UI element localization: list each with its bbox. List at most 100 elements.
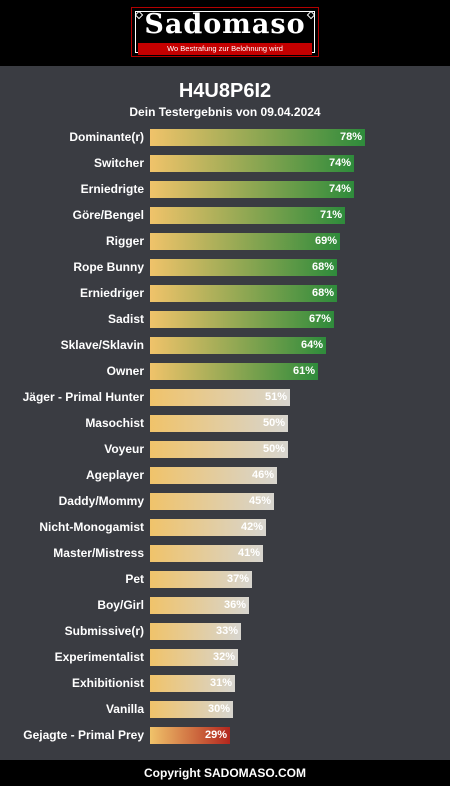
result-percent: 42%: [240, 521, 263, 533]
result-bar: 32%: [150, 649, 238, 666]
result-bar: 67%: [150, 311, 334, 328]
result-percent: 74%: [328, 157, 351, 169]
logo-wordmark: Sadomaso: [144, 9, 306, 40]
result-row: Sadist 67%: [0, 311, 450, 328]
result-bar: 45%: [150, 493, 274, 510]
result-row: Exhibitionist 31%: [0, 675, 450, 692]
result-percent: 78%: [339, 131, 362, 143]
result-label: Erniedrigte: [80, 182, 144, 196]
result-label: Gejagte - Primal Prey: [23, 728, 144, 742]
result-row: Voyeur 50%: [0, 441, 450, 458]
result-bar: 74%: [150, 155, 354, 172]
footer-copyright: Copyright SADOMASO.COM: [0, 760, 450, 786]
result-row: Owner 61%: [0, 363, 450, 380]
result-row: Erniedrigte 74%: [0, 181, 450, 198]
result-percent: 29%: [204, 729, 227, 741]
result-row: Pet 37%: [0, 571, 450, 588]
result-row: Sklave/Sklavin 64%: [0, 337, 450, 354]
page-title: H4U8P6I2: [178, 80, 272, 102]
result-label: Erniedriger: [79, 286, 144, 300]
result-bar: 29%: [150, 727, 230, 744]
result-percent: 51%: [264, 391, 287, 403]
result-bar: 42%: [150, 519, 266, 536]
result-row: Masochist 50%: [0, 415, 450, 432]
result-bar: 51%: [150, 389, 290, 406]
result-row: Dominante(r) 78%: [0, 129, 450, 146]
result-label: Vanilla: [105, 702, 144, 716]
result-label: Ageplayer: [85, 468, 144, 482]
result-row: Rigger 69%: [0, 233, 450, 250]
result-label: Exhibitionist: [72, 676, 144, 690]
result-row: Master/Mistress 41%: [0, 545, 450, 562]
result-bar: 31%: [150, 675, 235, 692]
header: Sadomaso Wo Bestrafung zur Belohnung wir…: [0, 0, 450, 66]
result-label: Sadist: [107, 312, 144, 326]
result-row: Experimentalist 32%: [0, 649, 450, 666]
result-label: Owner: [106, 364, 144, 378]
result-row: Nicht-Monogamist 42%: [0, 519, 450, 536]
result-label: Rigger: [105, 234, 144, 248]
result-label: Daddy/Mommy: [58, 494, 144, 508]
result-percent: 45%: [248, 495, 271, 507]
result-label: Jäger - Primal Hunter: [22, 390, 144, 404]
result-bar: 33%: [150, 623, 241, 640]
result-label: Sklave/Sklavin: [60, 338, 144, 352]
result-percent: 61%: [292, 365, 315, 377]
result-label: Dominante(r): [69, 130, 144, 144]
result-label: Submissive(r): [64, 624, 144, 638]
result-percent: 31%: [209, 677, 232, 689]
result-percent: 69%: [314, 235, 337, 247]
result-row: Boy/Girl 36%: [0, 597, 450, 614]
result-bar: 69%: [150, 233, 340, 250]
result-percent: 32%: [212, 651, 235, 663]
result-row: Jäger - Primal Hunter 51%: [0, 389, 450, 406]
result-bar: 78%: [150, 129, 365, 146]
result-bar: 71%: [150, 207, 345, 224]
sadomaso-logo[interactable]: Sadomaso Wo Bestrafung zur Belohnung wir…: [131, 7, 319, 57]
result-percent: 50%: [262, 443, 285, 455]
result-bar: 68%: [150, 285, 337, 302]
result-label: Switcher: [93, 156, 144, 170]
result-percent: 74%: [328, 183, 351, 195]
result-percent: 67%: [308, 313, 331, 325]
result-percent: 37%: [226, 573, 249, 585]
result-row: Daddy/Mommy 45%: [0, 493, 450, 510]
result-bar: 37%: [150, 571, 252, 588]
result-label: Masochist: [85, 416, 144, 430]
result-row: Erniedriger 68%: [0, 285, 450, 302]
result-percent: 50%: [262, 417, 285, 429]
result-percent: 68%: [311, 287, 334, 299]
logo-tagline: Wo Bestrafung zur Belohnung wird: [138, 43, 312, 55]
result-label: Experimentalist: [54, 650, 144, 664]
result-percent: 41%: [237, 547, 260, 559]
result-bar: 50%: [150, 415, 288, 432]
result-label: Pet: [125, 572, 144, 586]
result-percent: 68%: [311, 261, 334, 273]
result-bar: 74%: [150, 181, 354, 198]
result-row: Switcher 74%: [0, 155, 450, 172]
result-row: Gejagte - Primal Prey 29%: [0, 727, 450, 744]
result-row: Ageplayer 46%: [0, 467, 450, 484]
result-label: Boy/Girl: [97, 598, 144, 612]
result-bar: 50%: [150, 441, 288, 458]
result-row: Göre/Bengel 71%: [0, 207, 450, 224]
result-label: Voyeur: [104, 442, 144, 456]
result-row: Rope Bunny 68%: [0, 259, 450, 276]
result-bar: 30%: [150, 701, 233, 718]
result-bar: 64%: [150, 337, 326, 354]
result-row: Submissive(r) 33%: [0, 623, 450, 640]
result-bar: 61%: [150, 363, 318, 380]
result-percent: 30%: [207, 703, 230, 715]
result-bar: 46%: [150, 467, 277, 484]
result-bar: 68%: [150, 259, 337, 276]
result-label: Master/Mistress: [53, 546, 144, 560]
result-label: Göre/Bengel: [72, 208, 144, 222]
result-percent: 64%: [300, 339, 323, 351]
result-percent: 36%: [223, 599, 246, 611]
result-percent: 71%: [319, 209, 342, 221]
result-percent: 33%: [215, 625, 238, 637]
result-row: Vanilla 30%: [0, 701, 450, 718]
page-subtitle: Dein Testergebnis von 09.04.2024: [129, 105, 321, 119]
result-label: Nicht-Monogamist: [39, 520, 144, 534]
result-percent: 46%: [251, 469, 274, 481]
